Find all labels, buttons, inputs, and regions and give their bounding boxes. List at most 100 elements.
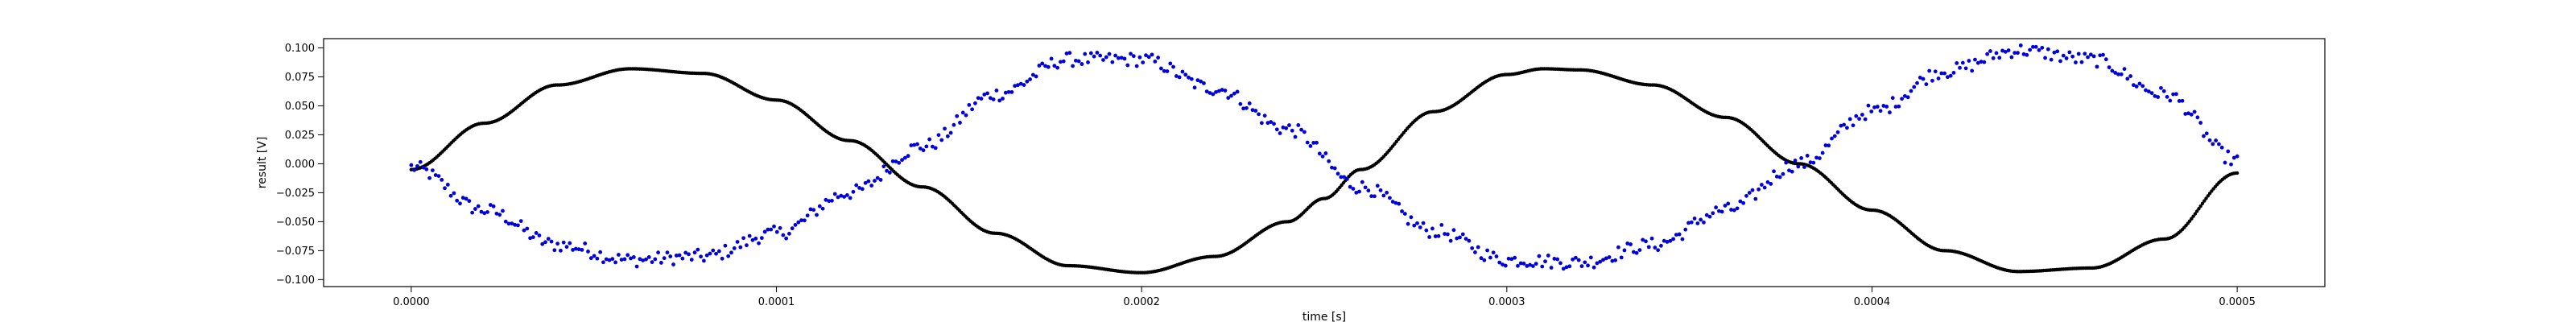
data-point <box>1604 256 1608 261</box>
data-point <box>1018 81 1023 86</box>
data-point <box>1677 232 1682 237</box>
data-point <box>2070 54 2075 59</box>
data-point <box>1388 196 1392 200</box>
data-point <box>1760 183 1764 187</box>
data-point <box>863 180 868 185</box>
data-point <box>1997 56 2002 60</box>
data-point <box>1851 123 1856 128</box>
data-point <box>2235 171 2240 175</box>
data-point <box>1823 143 1828 147</box>
x-axis-label: time [s] <box>1302 311 1346 322</box>
data-point <box>1686 221 1690 225</box>
data-point <box>506 221 511 226</box>
data-point <box>1393 200 1398 205</box>
data-point <box>1890 96 1895 101</box>
data-point <box>1171 64 1175 69</box>
data-point <box>2088 52 2093 57</box>
data-point <box>576 247 581 252</box>
data-point <box>1290 128 1294 133</box>
plot-frame <box>323 38 2326 287</box>
data-point <box>1463 237 1468 241</box>
data-point <box>680 256 685 261</box>
data-point <box>1506 256 1511 261</box>
data-point <box>1842 122 1847 127</box>
data-point <box>2207 138 2212 142</box>
data-point <box>2091 54 2096 59</box>
data-point <box>875 175 880 180</box>
data-point <box>460 196 465 200</box>
series-2 <box>409 43 2240 271</box>
data-point <box>1061 59 1066 64</box>
data-point <box>1134 64 1139 68</box>
data-point <box>1257 112 1261 117</box>
data-point <box>583 242 588 246</box>
data-point <box>708 251 712 256</box>
data-point <box>894 159 898 164</box>
data-point <box>497 213 502 217</box>
data-point <box>1162 68 1166 73</box>
data-point <box>1583 260 1587 265</box>
data-point <box>1439 223 1444 227</box>
data-point <box>1674 233 1678 237</box>
data-point <box>711 248 716 253</box>
data-point <box>2217 142 2221 147</box>
data-point <box>1985 52 1990 56</box>
data-point <box>1744 193 1748 198</box>
data-point <box>827 199 832 204</box>
data-point <box>1805 154 1810 158</box>
data-point <box>1281 125 1286 130</box>
data-point <box>796 220 801 225</box>
y-tick-label: 0.025 <box>285 130 315 142</box>
data-point <box>808 207 813 212</box>
data-point <box>1071 64 1075 68</box>
data-point <box>1808 160 1813 165</box>
data-point <box>543 240 547 245</box>
data-point <box>2025 52 2029 57</box>
data-point <box>485 210 489 214</box>
data-point <box>1241 106 1246 111</box>
data-point <box>2204 131 2209 136</box>
data-point <box>619 258 624 262</box>
data-point <box>1741 200 1746 205</box>
y-tick-label: 0.075 <box>285 72 315 84</box>
data-point <box>851 189 856 194</box>
data-point <box>641 258 646 262</box>
x-tick-label: 0.0002 <box>1123 296 1160 308</box>
data-point <box>1616 245 1620 250</box>
data-point <box>1967 59 1971 63</box>
data-point <box>2061 53 2066 58</box>
data-point <box>799 218 803 223</box>
data-point <box>900 158 904 163</box>
data-point <box>525 226 530 231</box>
data-point <box>1872 105 1876 109</box>
data-point <box>1973 57 1977 62</box>
data-point <box>2006 48 2011 52</box>
data-point <box>1385 190 1389 195</box>
data-point <box>518 219 523 223</box>
data-point <box>2052 50 2057 55</box>
data-point <box>494 211 499 216</box>
data-point <box>1436 233 1441 238</box>
data-point <box>2031 44 2035 49</box>
data-point <box>2200 201 2205 206</box>
data-point <box>1598 259 1603 264</box>
data-point <box>476 204 481 208</box>
data-point <box>595 256 600 261</box>
data-point <box>1443 232 1447 236</box>
data-point <box>604 257 609 262</box>
data-point <box>1955 61 1959 65</box>
data-point <box>1323 151 1328 155</box>
data-point <box>1083 52 1088 56</box>
data-point <box>1247 101 1252 105</box>
data-point <box>2033 44 2038 49</box>
data-point <box>2079 60 2084 64</box>
data-point <box>2229 162 2233 167</box>
data-point <box>1540 264 1545 269</box>
data-point <box>1159 66 1163 71</box>
data-point <box>869 184 874 188</box>
y-axis-label: result [V] <box>256 137 269 189</box>
data-point <box>1704 213 1709 217</box>
data-point <box>1963 66 1968 71</box>
data-point <box>836 195 840 200</box>
data-point <box>1455 236 1459 241</box>
